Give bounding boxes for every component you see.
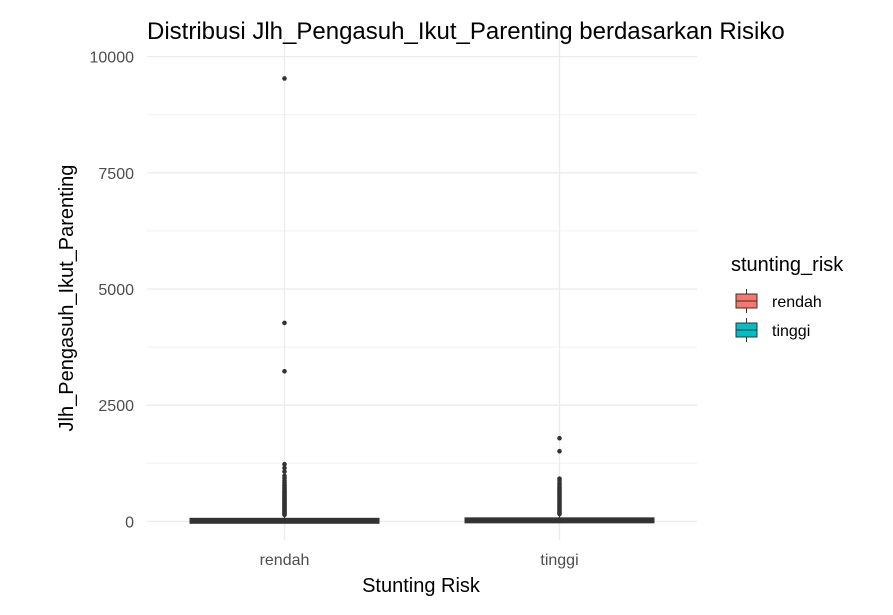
outlier-point (557, 511, 562, 517)
minor-gridlines (147, 114, 697, 464)
legend-title: stunting_risk (731, 254, 844, 276)
outlier-point (282, 320, 287, 326)
y-tick-label: 10000 (90, 50, 135, 67)
x-axis-title: Stunting Risk (362, 575, 481, 597)
legend: stunting_risk rendah tinggi (731, 254, 844, 343)
chart-title: Distribusi Jlh_Pengasuh_Ikut_Parenting b… (147, 18, 785, 45)
major-gridlines (147, 38, 697, 540)
outlier-point (282, 76, 287, 81)
y-tick-label: 7500 (98, 166, 134, 183)
legend-items: rendah tinggi (733, 288, 822, 343)
legend-label: tinggi (772, 323, 810, 340)
outlier-layer (282, 76, 562, 518)
y-tick-label: 0 (125, 514, 134, 531)
x-axis-ticks: rendah tinggi (260, 552, 579, 569)
outlier-point (282, 469, 287, 474)
outlier-point (282, 465, 287, 471)
outlier-point (282, 461, 287, 467)
x-tick-label: tinggi (540, 552, 578, 569)
x-tick-label: rendah (260, 552, 310, 569)
y-tick-label: 2500 (98, 398, 134, 415)
y-axis-ticks: 0 2500 5000 7500 10000 (90, 50, 135, 532)
outlier-point (557, 435, 562, 441)
outlier-point (282, 512, 287, 518)
outlier-point (282, 368, 287, 374)
outlier-point (557, 448, 562, 454)
y-tick-label: 5000 (98, 282, 134, 299)
legend-label: rendah (772, 294, 822, 311)
y-axis-title: Jlh_Pengasuh_Ikut_Parenting (56, 165, 78, 432)
box-layer (189, 514, 655, 524)
